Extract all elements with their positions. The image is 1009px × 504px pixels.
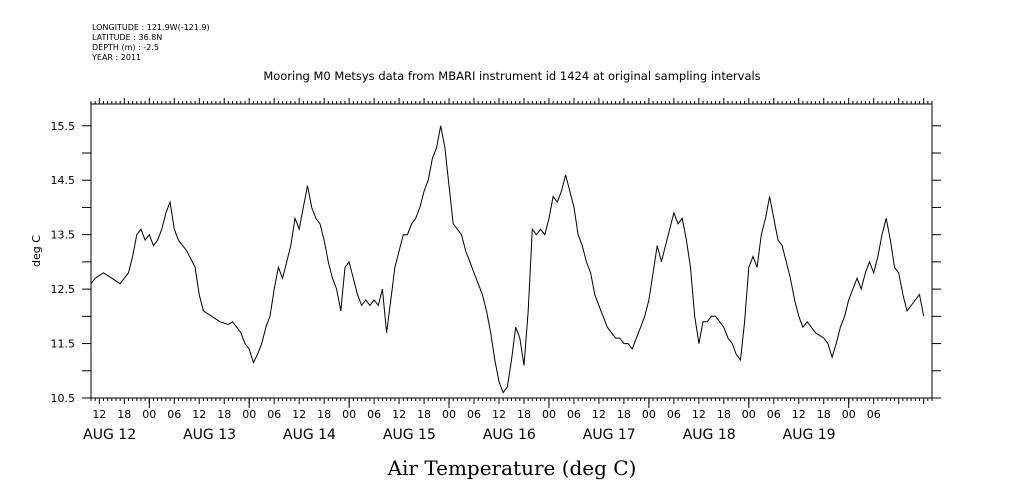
x-hour-label: 00 [842,408,856,421]
plot-frame [90,103,933,399]
x-hour-label: 18 [117,408,131,421]
y-tick-label: 13.5 [51,229,76,242]
y-tick-label: 15.5 [51,120,76,133]
x-hour-label: 18 [417,408,431,421]
year-text: YEAR : 2011 [91,53,141,62]
x-hour-label: 12 [492,408,506,421]
x-hour-label: 18 [217,408,231,421]
x-day-label: AUG 18 [683,427,736,443]
x-hour-label: 12 [592,408,606,421]
x-hour-label: 06 [267,408,281,421]
x-hour-label: 00 [242,408,256,421]
x-axis-label: Air Temperature (deg C) [387,456,637,480]
series-line [90,125,925,394]
x-hour-label: 00 [742,408,756,421]
axes: 10.5 11.5 12.5 13.5 14.5 15.5 12 18 00 06 12 18 00 06… [51,98,941,443]
y-tick-label: 10.5 [51,392,76,405]
x-day-label: AUG 12 [83,427,136,443]
chart-title: Mooring M0 Metsys data from MBARI instru… [263,69,760,83]
x-hour-label: 06 [867,408,881,421]
x-hour-label: 06 [667,408,681,421]
x-hour-label: 18 [617,408,631,421]
x-hour-label: 18 [317,408,331,421]
x-day-label: AUG 13 [183,427,236,443]
x-day-label: AUG 19 [783,427,836,443]
y-axis-label: deg C [30,235,43,267]
x-hour-label: 06 [167,408,181,421]
x-day-label: AUG 14 [283,427,336,443]
longitude-text: LONGITUDE : 121.9W(-121.9) [92,23,210,32]
y-tick-label: 12.5 [51,283,76,296]
x-hour-label: 18 [817,408,831,421]
x-hour-label: 06 [467,408,481,421]
x-hour-label: 12 [392,408,406,421]
metadata-block: LONGITUDE : 121.9W(-121.9) LATITUDE : 36… [91,23,210,62]
x-hour-label: 06 [767,408,781,421]
x-hour-label: 12 [292,408,306,421]
x-hour-label: 18 [717,408,731,421]
y-tick-label: 14.5 [51,174,76,187]
x-day-label: AUG 16 [483,427,536,443]
x-hour-label: 00 [442,408,456,421]
depth-text: DEPTH (m) : -2.5 [92,43,159,52]
x-day-label: AUG 17 [583,427,636,443]
x-hour-label: 12 [792,408,806,421]
x-hour-label: 00 [142,408,156,421]
y-tick-label: 11.5 [51,338,76,351]
x-hour-label: 12 [92,408,106,421]
x-day-label: AUG 15 [383,427,436,443]
x-hour-label: 12 [192,408,206,421]
x-hour-label: 12 [692,408,706,421]
latitude-text: LATITUDE : 36.8N [92,33,162,42]
x-hour-label: 00 [542,408,556,421]
x-hour-label: 06 [567,408,581,421]
x-hour-label: 00 [642,408,656,421]
x-hour-label: 00 [342,408,356,421]
x-hour-label: 18 [517,408,531,421]
x-hour-label: 06 [367,408,381,421]
